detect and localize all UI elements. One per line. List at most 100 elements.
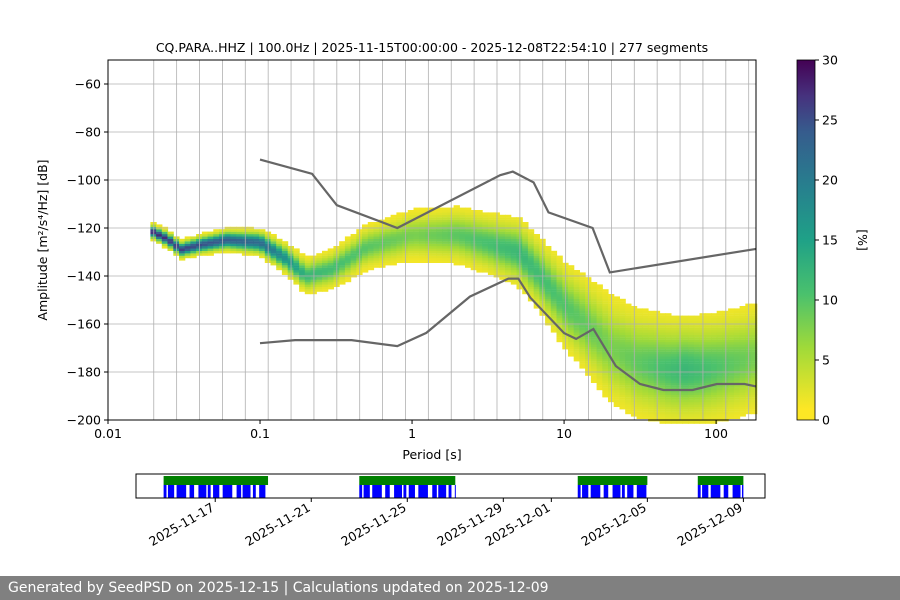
density-cell: [682, 337, 689, 340]
density-cell: [419, 250, 426, 254]
density-cell: [281, 246, 289, 249]
density-cell: [533, 258, 540, 261]
density-cell: [573, 282, 580, 285]
density-cell: [711, 315, 718, 319]
density-cell: [728, 325, 735, 328]
x-axis-label: Period [s]: [402, 447, 461, 462]
density-cell: [705, 404, 712, 407]
density-cell: [688, 421, 695, 424]
density-cell: [550, 308, 558, 311]
density-cell: [430, 246, 437, 249]
density-cell: [299, 277, 306, 280]
density-cell: [430, 210, 437, 213]
density-cell: [602, 385, 609, 388]
density-cell: [625, 334, 632, 338]
density-cell: [207, 253, 214, 256]
y-tick-label: −160: [67, 317, 101, 332]
density-cell: [711, 349, 718, 352]
density-cell: [751, 363, 758, 367]
density-cell: [487, 229, 495, 232]
density-cell: [390, 258, 397, 261]
timeline-tick-label: 2025-12-09: [674, 500, 744, 549]
density-cell: [733, 414, 741, 417]
density-cell: [436, 231, 443, 235]
density-cell: [728, 414, 735, 417]
density-cell: [482, 222, 489, 225]
data-coverage-bar: [702, 485, 709, 498]
density-cell: [522, 238, 529, 242]
colorbar: [796, 59, 816, 421]
density-cell: [596, 310, 603, 314]
density-cell: [665, 330, 672, 333]
density-cell: [304, 260, 312, 263]
density-cell: [590, 294, 598, 297]
density-cell: [522, 279, 529, 283]
density-cell: [573, 272, 580, 275]
density-cell: [573, 301, 580, 304]
density-cell: [367, 255, 375, 259]
density-cell: [596, 375, 603, 379]
density-cell: [711, 406, 718, 410]
density-cell: [733, 390, 741, 393]
density-cell: [590, 349, 598, 352]
density-cell: [751, 349, 758, 352]
density-cell: [179, 258, 186, 261]
density-cell: [648, 354, 655, 357]
density-cell: [482, 234, 489, 237]
density-cell: [693, 390, 701, 393]
density-cell: [642, 368, 649, 371]
density-cell: [619, 306, 626, 309]
density-cell: [499, 219, 506, 223]
density-cell: [436, 234, 443, 237]
density-cell: [190, 255, 197, 259]
density-cell: [711, 327, 718, 331]
density-cell: [670, 330, 678, 333]
density-cell: [293, 270, 300, 273]
density-cell: [728, 385, 735, 388]
density-cell: [344, 258, 352, 261]
density-cell: [659, 354, 666, 357]
density-cell: [602, 356, 609, 359]
density-cell: [533, 253, 540, 256]
density-cell: [636, 361, 643, 364]
density-cell: [733, 402, 741, 405]
density-cell: [682, 406, 689, 410]
density-cell: [533, 286, 540, 290]
density-cell: [682, 392, 689, 395]
density-cell: [739, 356, 746, 359]
density-cell: [619, 320, 626, 323]
density-cell: [230, 229, 237, 232]
density-cell: [482, 236, 489, 239]
density-cell: [442, 236, 449, 239]
density-cell: [688, 397, 695, 400]
density-cell: [670, 373, 678, 376]
density-cell: [636, 337, 643, 340]
density-cell: [642, 332, 649, 335]
density-cell: [545, 246, 552, 249]
density-cell: [596, 318, 603, 321]
density-cell: [693, 421, 701, 424]
density-cell: [573, 289, 580, 292]
density-cell: [659, 414, 666, 417]
density-cell: [739, 373, 746, 376]
density-cell: [688, 337, 695, 340]
density-cell: [636, 409, 643, 412]
density-cell: [527, 229, 535, 232]
density-cell: [207, 248, 214, 251]
density-cell: [362, 258, 369, 261]
density-cell: [590, 361, 598, 364]
density-cell: [482, 270, 489, 273]
density-cell: [579, 282, 586, 285]
density-cell: [430, 250, 437, 254]
density-cell: [573, 354, 580, 357]
density-cell: [619, 339, 626, 343]
density-cell: [596, 327, 603, 331]
density-cell: [568, 318, 575, 321]
density-cell: [413, 214, 420, 218]
density-cell: [693, 325, 701, 328]
density-cell: [682, 354, 689, 357]
density-cell: [642, 397, 649, 400]
density-cell: [705, 390, 712, 393]
density-cell: [705, 406, 712, 410]
density-cell: [602, 310, 609, 314]
